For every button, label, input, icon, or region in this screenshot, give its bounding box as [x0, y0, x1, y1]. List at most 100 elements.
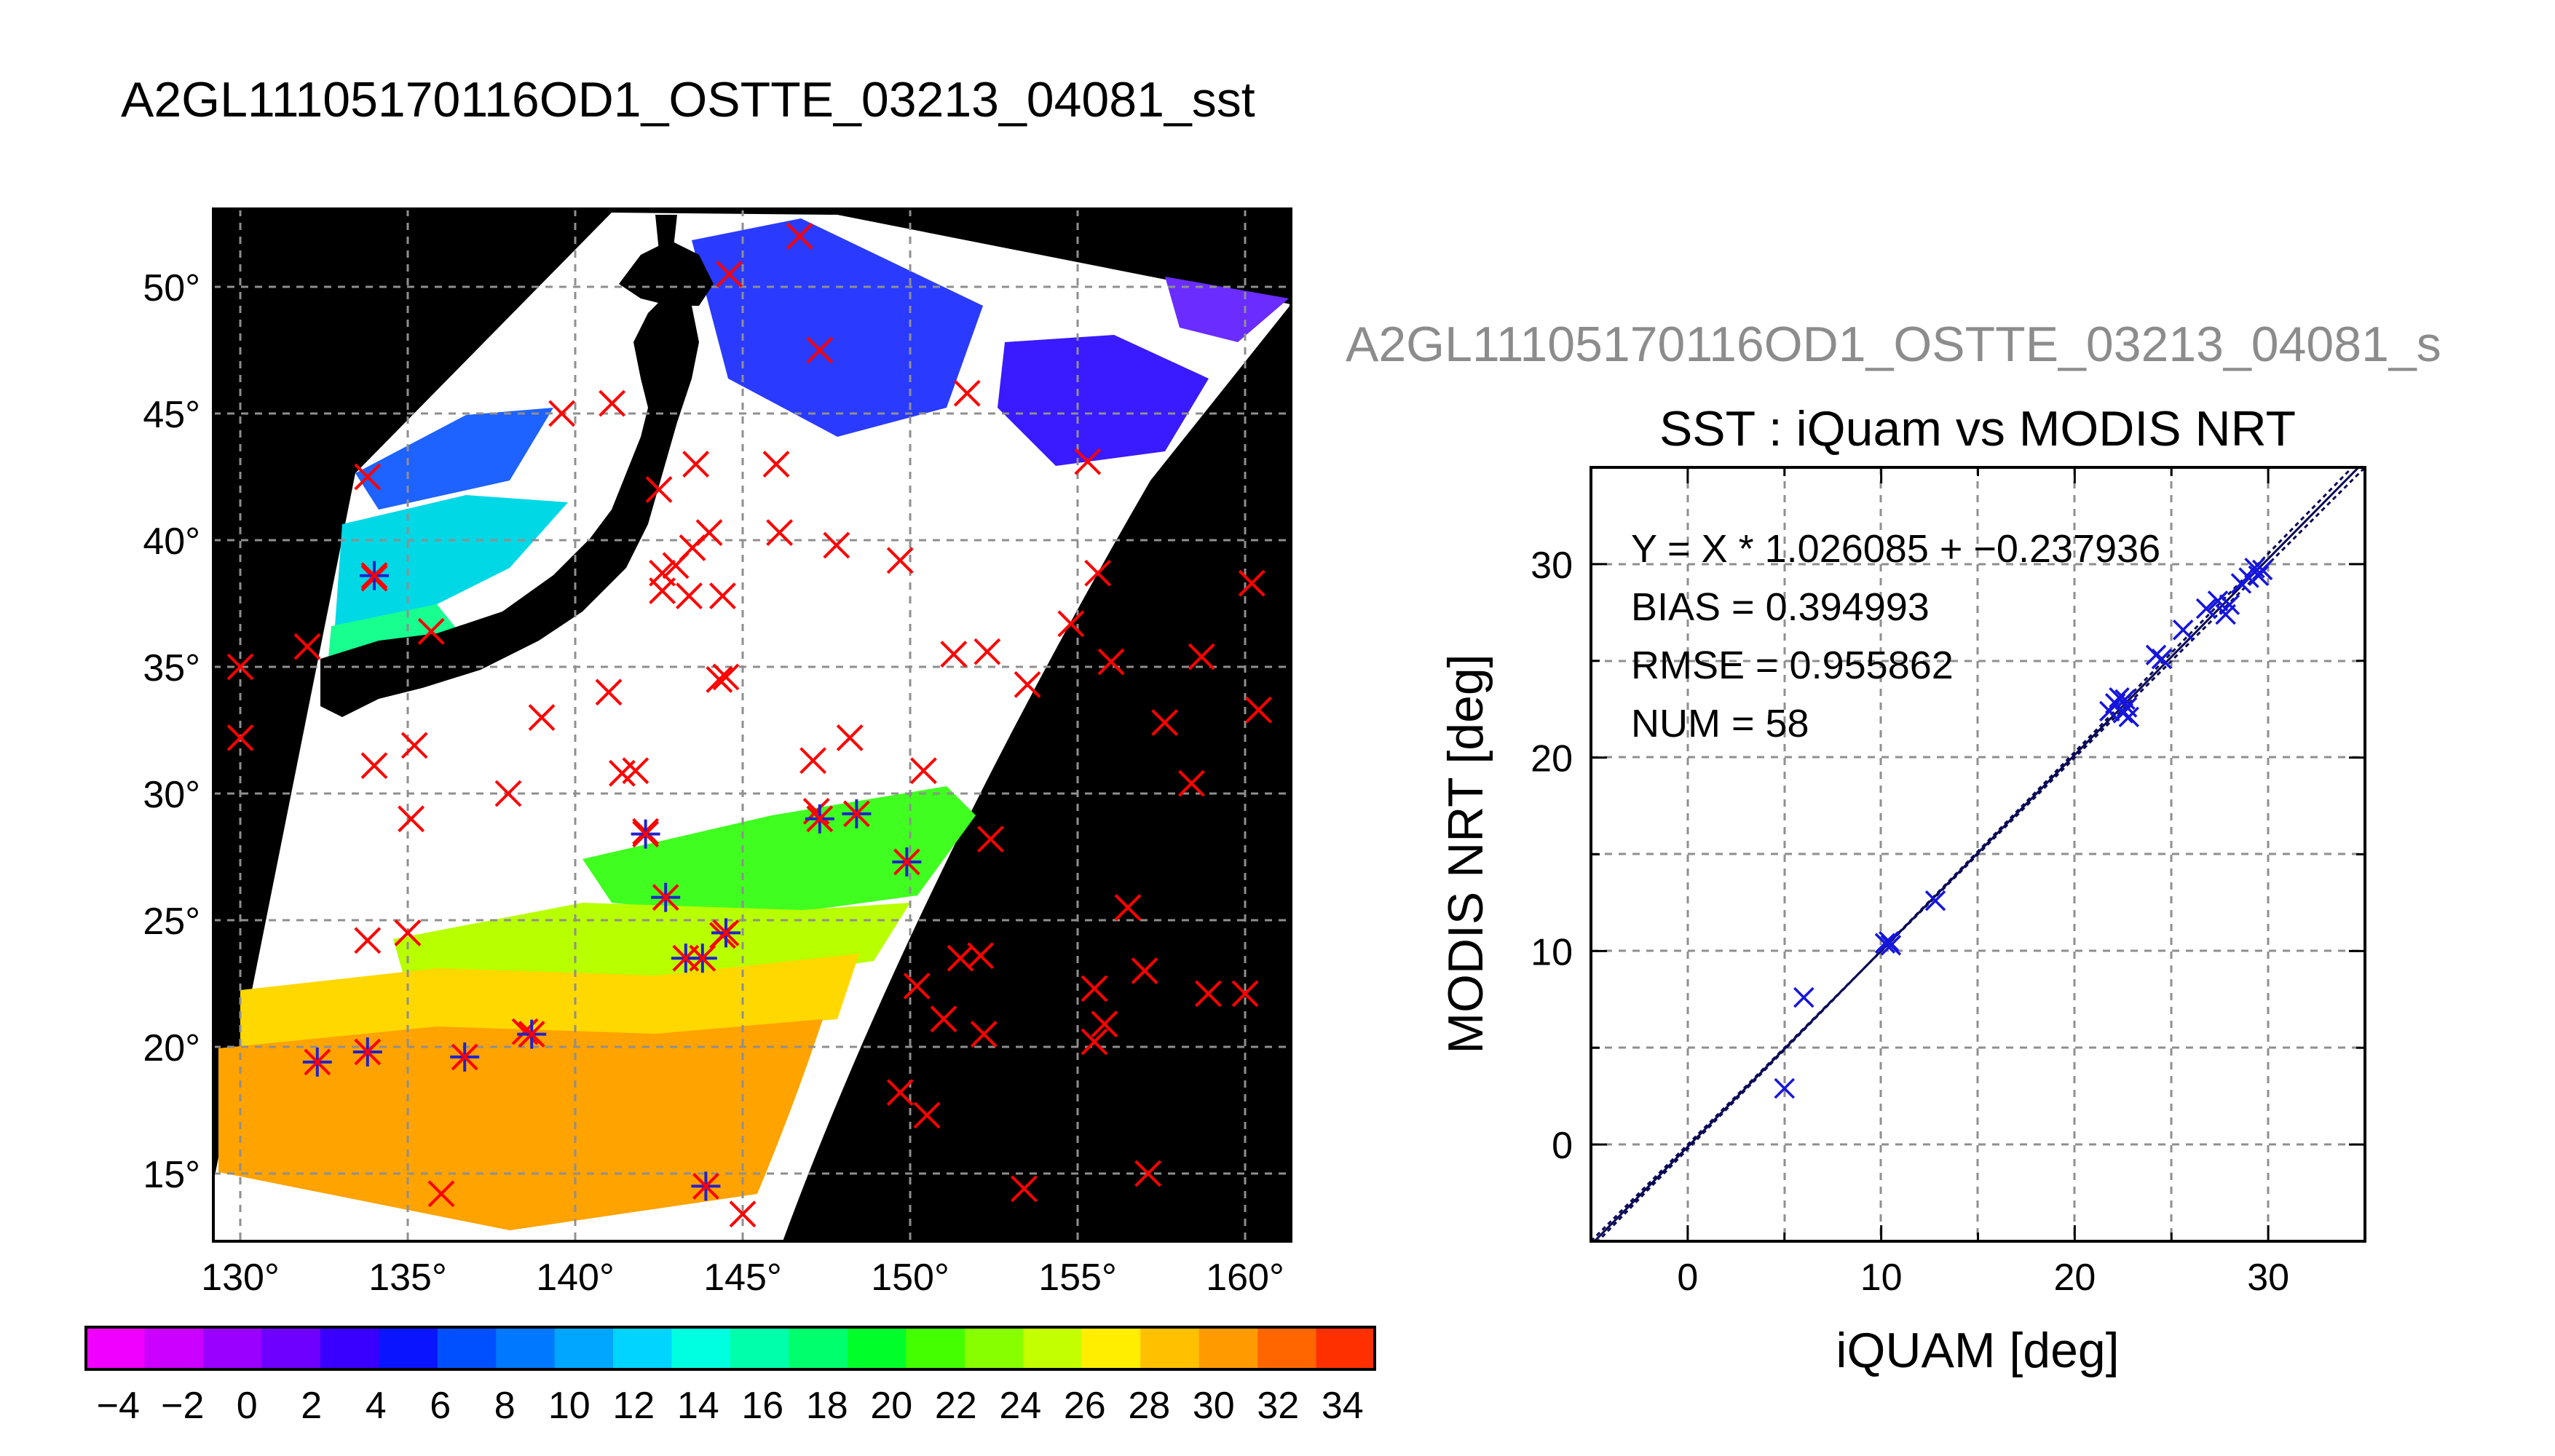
colorbar-cell	[789, 1327, 848, 1369]
lat-label: 35°	[143, 647, 200, 689]
sst-region-green	[583, 786, 976, 917]
page-title: A2GL11105170116OD1_OSTTE_03213_04081_sst	[121, 72, 1255, 127]
buoy-marker	[398, 805, 425, 833]
stats-fit-equation: Y = X * 1.026085 + −0.237936	[1631, 527, 2160, 571]
buoy-marker	[394, 919, 422, 946]
buoy-marker	[974, 638, 1001, 665]
regression-lines	[1591, 467, 2365, 1241]
colorbar-cell	[730, 1327, 790, 1369]
colorbar-frame	[84, 1326, 1376, 1371]
buoy-marker	[548, 400, 576, 427]
buoy-marker	[427, 1180, 455, 1208]
x-tick-label: 20	[2053, 1257, 2096, 1299]
colorbar-tick-label: 14	[677, 1385, 719, 1427]
buoy-marker	[1091, 1010, 1118, 1038]
x-tick-labels: 0 10 20 30	[1677, 1257, 2289, 1299]
y-tick-labels: 0 10 20 30	[1531, 545, 1573, 1167]
buoy-marker	[1231, 980, 1259, 1008]
colorbar-cell	[906, 1327, 965, 1369]
y-tick-label: 20	[1531, 738, 1573, 780]
scatter-point	[2248, 565, 2270, 587]
colorbar-cell	[1140, 1327, 1200, 1369]
buoy-marker	[823, 531, 850, 559]
scatter-point	[1924, 890, 1946, 911]
buoy-marker	[511, 1018, 539, 1045]
colorbar-tick-label: 8	[494, 1385, 516, 1427]
sst-map: 130° 135° 140° 145° 150° 155° 160° 15° 2…	[143, 207, 1292, 1299]
mean-fit-line	[1592, 467, 2361, 1241]
buoy-marker	[799, 747, 827, 775]
buoy-marker	[1244, 696, 1272, 724]
buoy-marker	[1238, 569, 1265, 597]
matched-buoy-marker	[687, 943, 717, 973]
colorbar-tick-label: 2	[301, 1385, 322, 1427]
lon-label: 135°	[368, 1257, 447, 1299]
matched-buoy-marker	[842, 799, 872, 828]
colorbar-tick-label: 16	[741, 1385, 783, 1427]
lat-label: 30°	[143, 774, 200, 816]
scatter-tick-marks	[1590, 466, 2366, 1243]
buoy-marker	[940, 641, 968, 668]
buoy-marker	[360, 752, 388, 780]
matched-buoy-marker	[805, 804, 834, 834]
colorbar-cell	[671, 1327, 731, 1369]
colorbar-cell	[202, 1327, 263, 1369]
sst-colorbar: −4 −2 0 2 4 6 8 10 12 14 16 18 20 22 24 26 28 30 32 34	[84, 1326, 1376, 1427]
scatter-point	[2151, 648, 2173, 670]
sst-region-cold-east	[998, 335, 1209, 466]
buoy-marker	[903, 973, 931, 1000]
buoy-marker	[1084, 559, 1112, 587]
scatter-point	[2172, 619, 2194, 641]
colorbar-cell	[437, 1327, 497, 1369]
buoy-marker	[953, 379, 981, 407]
colorbar-cell	[320, 1327, 380, 1369]
y-axis-label: MODIS NRT [deg]	[1438, 654, 1493, 1053]
landmass-sakhalin	[655, 215, 677, 251]
buoy-marker	[716, 261, 743, 288]
buoy-marker	[1081, 1028, 1108, 1056]
buoy-marker	[706, 665, 733, 693]
sst-region-okhotsk	[1165, 277, 1289, 342]
lat-label: 20°	[143, 1027, 200, 1069]
scatter-point	[2114, 689, 2136, 711]
buoy-marker	[354, 463, 382, 491]
buoy-marker	[226, 653, 254, 681]
map-lat-labels: 15° 20° 25° 30° 35° 40° 45° 50°	[143, 267, 200, 1196]
lat-label: 40°	[143, 521, 200, 563]
buoy-marker	[886, 547, 914, 574]
colorbar-tick-label: 20	[870, 1385, 912, 1427]
x-tick-label: 0	[1677, 1257, 1698, 1299]
lat-label: 50°	[143, 267, 200, 309]
lat-label: 25°	[143, 901, 200, 943]
y-tick-label: 0	[1552, 1125, 1573, 1167]
map-grid	[213, 209, 1291, 1241]
colorbar-cell	[1257, 1327, 1317, 1369]
buoy-marker	[712, 663, 740, 691]
landmass-hokkaido	[619, 240, 714, 306]
scatter-point	[2118, 706, 2140, 728]
colorbar-tick-labels: −4 −2 0 2 4 6 8 10 12 14 16 18 20 22 24 26 28 30 32 34	[97, 1385, 1364, 1427]
scatter-point	[1774, 1077, 1795, 1099]
lon-label: 160°	[1206, 1257, 1284, 1299]
buoy-marker	[729, 1200, 757, 1228]
buoy-marker	[417, 617, 445, 645]
lon-label: 130°	[201, 1257, 280, 1299]
colorbar-cell	[613, 1327, 673, 1369]
colorbar-tick-label: 4	[366, 1385, 387, 1427]
colorbar-cell	[1081, 1327, 1142, 1369]
x-tick-label: 10	[1860, 1257, 1903, 1299]
buoy-marker	[645, 475, 673, 503]
buoy-marker	[528, 704, 556, 732]
matched-buoy-marker	[651, 882, 681, 912]
colorbar-tick-label: 10	[548, 1385, 591, 1427]
colorbar-tick-label: 28	[1128, 1385, 1170, 1427]
colorbar-cell	[496, 1327, 556, 1369]
stats-num: NUM = 58	[1631, 702, 1809, 745]
buoy-marker	[1097, 648, 1125, 676]
scatter-stats: Y = X * 1.026085 + −0.237936 BIAS = 0.39…	[1631, 527, 2160, 745]
buoy-marker	[599, 389, 626, 417]
buoy-marker	[762, 451, 790, 478]
scatter-grid	[1591, 467, 2365, 1241]
scatter-title: SST : iQuam vs MODIS NRT	[1659, 401, 2296, 456]
